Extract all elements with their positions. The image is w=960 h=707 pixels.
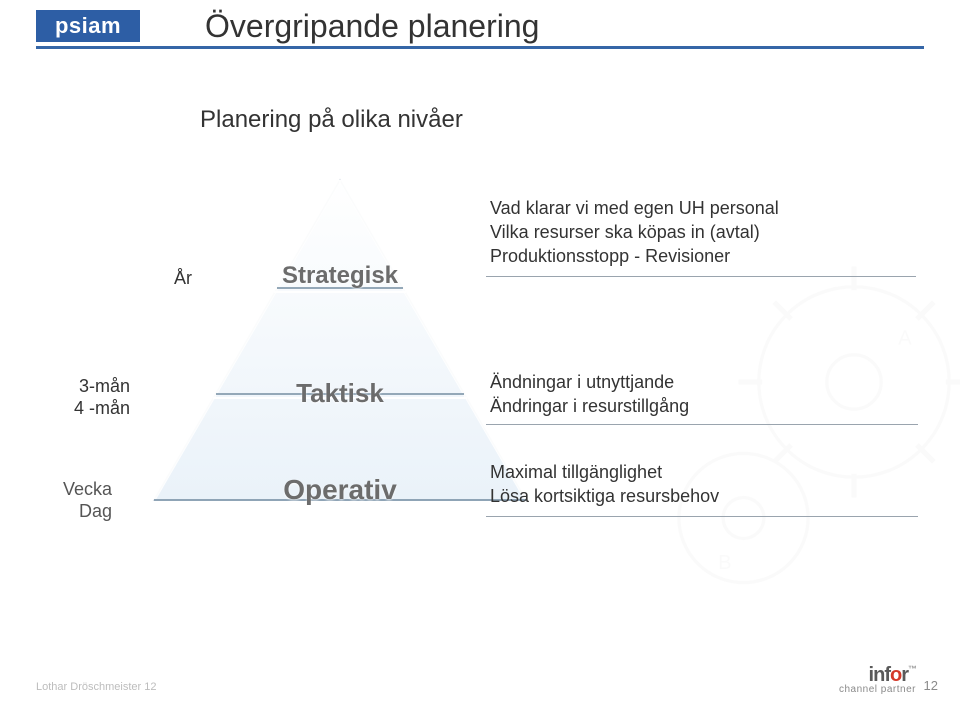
time-label-vecka: Vecka: [52, 478, 112, 500]
desc-rule-2: [486, 424, 918, 425]
pyramid-diagram: [150, 176, 530, 506]
desc-operative-line1: Maximal tillgänglighet: [490, 460, 719, 484]
page-title: Övergripande planering: [205, 8, 539, 45]
desc-strategic-line3: Produktionsstopp - Revisioner: [490, 244, 779, 268]
time-label-3man: 3-mån: [70, 375, 130, 397]
brand-logo: psiam: [36, 10, 140, 42]
pyramid-level-strategic: Strategisk: [260, 262, 420, 290]
footer-partner-logo: infor™ channel partner: [839, 665, 916, 695]
desc-rule-3: [486, 516, 918, 517]
desc-strategic-line2: Vilka resurser ska köpas in (avtal): [490, 220, 779, 244]
desc-strategic: Vad klarar vi med egen UH personal Vilka…: [490, 196, 779, 268]
page-subtitle: Planering på olika nivåer: [200, 106, 463, 134]
pyramid-level-tactical: Taktisk: [260, 378, 420, 409]
desc-operative-line2: Lösa kortsiktiga resursbehov: [490, 484, 719, 508]
footer-brand-sub: channel partner: [839, 685, 916, 695]
time-label-months: 3-mån 4 -mån: [70, 375, 130, 419]
header-rule: [36, 46, 924, 49]
desc-tactical-line1: Ändningar i utnyttjande: [490, 370, 689, 394]
desc-rule-1: [486, 276, 916, 277]
gear-icon: A B: [650, 246, 960, 586]
desc-strategic-line1: Vad klarar vi med egen UH personal: [490, 196, 779, 220]
footer-author: Lothar Dröschmeister 12: [36, 681, 156, 693]
footer-page-number: 12: [924, 678, 938, 693]
footer-brand: infor™: [839, 665, 916, 685]
svg-text:B: B: [718, 552, 732, 574]
desc-tactical-line2: Ändringar i resurstillgång: [490, 394, 689, 418]
svg-text:A: A: [898, 328, 912, 350]
time-label-4man: 4 -mån: [70, 397, 130, 419]
pyramid-level-operative: Operativ: [260, 474, 420, 506]
desc-tactical: Ändningar i utnyttjande Ändringar i resu…: [490, 370, 689, 418]
time-label-week: Vecka Dag: [52, 478, 112, 522]
time-label-dag: Dag: [52, 500, 112, 522]
desc-operative: Maximal tillgänglighet Lösa kortsiktiga …: [490, 460, 719, 508]
time-label-year: År: [152, 268, 192, 289]
